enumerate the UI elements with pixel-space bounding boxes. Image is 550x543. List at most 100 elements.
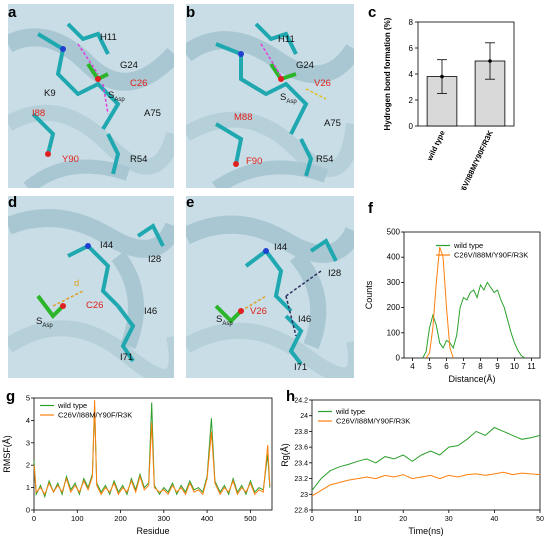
y-tick-label: 23.2	[294, 476, 308, 483]
structure-image-a: H11 G24 K9 C26 A75 I88 R54 Y90 SAsp	[8, 4, 174, 188]
x-tick-label: 10	[510, 362, 519, 371]
y-tick-label: 1	[26, 483, 30, 492]
y-tick-label: 4	[26, 416, 30, 425]
panel-letter: e	[186, 194, 195, 211]
protein-structure-e	[186, 215, 354, 378]
panel-letter: c	[368, 4, 377, 21]
y-tick-label: 5	[26, 394, 30, 403]
residue-label: H11	[278, 34, 295, 45]
legend-label: wild type	[335, 407, 365, 416]
residue-label: G24	[296, 60, 314, 71]
y-tick-label: 0	[396, 354, 401, 363]
y-tick-label: 24.2	[294, 398, 308, 405]
panel-e: I44 I28 V26 I46 I71 SAsp e	[180, 192, 358, 382]
series-line	[311, 471, 541, 497]
bar-chart-c: 0 2 4 6 8 Hydrogen bond formation (%) wild typ…	[383, 17, 515, 200]
x-tick-label: 0	[32, 514, 36, 523]
structure-image-b: H11 G24 V26 A75 M88 R54 F90 SAsp	[186, 4, 354, 188]
plot-frame	[33, 397, 273, 511]
series-line	[425, 246, 454, 359]
panel-letter: f	[368, 200, 373, 217]
x-tick-label: 200	[114, 514, 127, 523]
protein-structure-a	[8, 22, 174, 188]
panel-g: g 0 100 200 300 400 500 0 1 2 3 4 5 Residue RMSF(Å) wi…	[0, 388, 278, 538]
y-tick-label: 4	[409, 70, 414, 79]
s-asp-label: SAsp	[108, 90, 125, 103]
s-asp-label: SAsp	[36, 316, 53, 329]
panel-c: c 0 2 4 6 8 Hydrogen bond formation (%) wild t…	[360, 0, 550, 200]
panel-a: H11 G24 K9 C26 A75 I88 R54 Y90 SAsp a	[0, 0, 178, 190]
y-tick-label: 100	[387, 328, 401, 337]
x-axis-label: Residue	[136, 526, 169, 536]
y-tick-label: 24	[300, 413, 308, 420]
x-tick-label: 40	[491, 516, 499, 523]
structure-image-d: I44 I28 C26 I46 I71 d SAsp	[8, 196, 174, 378]
panel-letter: a	[8, 4, 17, 21]
protein-structure-d	[8, 209, 174, 378]
series-line	[311, 426, 541, 491]
residue-label: I71	[294, 362, 308, 373]
residue-label: R54	[130, 154, 148, 165]
plot-frame	[311, 399, 541, 511]
residue-label: M88	[234, 112, 253, 123]
panel-letter: g	[6, 388, 16, 405]
x-axis-label: Time(ns)	[408, 526, 443, 536]
residue-label: A75	[144, 108, 161, 119]
residue-label: I28	[328, 268, 342, 279]
residue-label: I28	[148, 254, 162, 265]
residue-label: V26	[250, 306, 267, 317]
y-tick-label: 300	[387, 278, 401, 287]
x-tick-label: 300	[158, 514, 171, 523]
series-line	[422, 281, 525, 359]
mean-point	[488, 59, 492, 63]
y-tick-label: 400	[387, 253, 401, 262]
y-tick-label: 0	[409, 122, 414, 131]
x-tick-label: 50	[536, 516, 544, 523]
residue-label: I46	[144, 306, 158, 317]
x-tick-label: 500	[244, 514, 257, 523]
distance-label: d	[74, 278, 80, 289]
x-tick-label: 5	[427, 362, 432, 371]
residue-label: H11	[100, 32, 117, 43]
x-tick-label: 100	[71, 514, 84, 523]
y-tick-label: 23	[300, 492, 308, 499]
x-tick-label: 30	[445, 516, 453, 523]
legend-label: C26V/I88M/Y90F/R3K	[336, 417, 410, 426]
y-tick-label: 6	[409, 44, 414, 53]
residue-label: I46	[298, 314, 312, 325]
residue-label: R54	[316, 154, 334, 165]
y-tick-label: 0	[26, 506, 30, 515]
line-chart-h: 0 10 20 30 40 50 22.8 23 23.2 23.4 23.6 23.8 24 24.2 T…	[280, 398, 544, 537]
x-tick-label: 7	[461, 362, 466, 371]
residue-label: V26	[314, 78, 331, 89]
panel-letter: d	[8, 194, 18, 211]
protein-structure-b	[186, 22, 354, 188]
residue-label: I44	[274, 242, 288, 253]
y-tick-label: 200	[387, 303, 401, 312]
legend-label: wild type	[57, 401, 87, 410]
series-line	[33, 400, 271, 496]
y-tick-label: 22.8	[294, 508, 308, 515]
y-tick-label: 23.8	[294, 429, 308, 436]
category-label: wild type	[425, 129, 447, 163]
y-tick-label: 500	[387, 228, 401, 237]
panel-f: f 4 5 6 7 8 9 10 11 0 100 200 300 400 500 Distance(Å) C…	[360, 192, 550, 392]
y-tick-label: 8	[409, 18, 414, 27]
y-axis-label: Rg(Å)	[280, 443, 290, 467]
legend-label: C26V/I88M/Y90F/R3K	[58, 411, 132, 420]
y-tick-label: 23.4	[294, 460, 308, 467]
y-tick-label: 3	[26, 438, 30, 447]
y-tick-label: 2	[409, 96, 414, 105]
residue-label: C26	[130, 78, 148, 89]
panel-letter: b	[186, 4, 196, 21]
line-chart-g: 0 100 200 300 400 500 0 1 2 3 4 5 Residue RMSF(Å) wild…	[2, 394, 273, 536]
plot-frame	[403, 231, 541, 359]
legend-label: wild type	[453, 241, 483, 250]
residue-label: F90	[246, 156, 263, 167]
residue-label: Y90	[62, 154, 79, 165]
y-axis-label: Counts	[364, 280, 374, 309]
x-tick-label: 8	[478, 362, 483, 371]
x-tick-label: 20	[399, 516, 407, 523]
residue-label: G24	[120, 60, 138, 71]
y-axis-label: Hydrogen bond formation (%)	[383, 17, 392, 130]
